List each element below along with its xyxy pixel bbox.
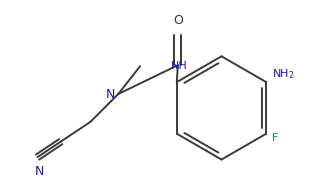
Text: NH$_2$: NH$_2$ xyxy=(272,67,295,81)
Text: N: N xyxy=(106,88,115,101)
Text: O: O xyxy=(173,15,183,27)
Text: F: F xyxy=(272,133,279,143)
Text: N: N xyxy=(35,165,44,178)
Text: NH: NH xyxy=(171,61,188,71)
